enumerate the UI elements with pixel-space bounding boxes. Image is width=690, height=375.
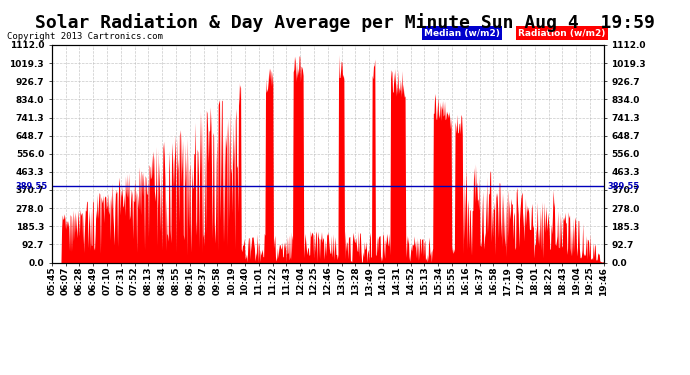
Text: 389.55: 389.55 [608, 182, 640, 191]
Text: Copyright 2013 Cartronics.com: Copyright 2013 Cartronics.com [7, 32, 163, 41]
Text: 389.55: 389.55 [15, 182, 48, 191]
Text: Radiation (w/m2): Radiation (w/m2) [518, 28, 606, 38]
Text: Solar Radiation & Day Average per Minute Sun Aug 4  19:59: Solar Radiation & Day Average per Minute… [35, 13, 655, 32]
Text: Median (w/m2): Median (w/m2) [424, 28, 500, 38]
